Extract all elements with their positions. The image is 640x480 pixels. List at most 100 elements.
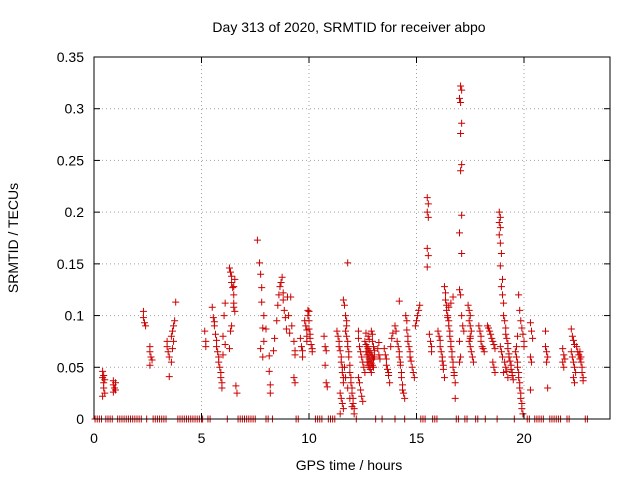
- data-point: [171, 317, 179, 325]
- data-point: [146, 348, 154, 356]
- data-point: [334, 332, 342, 340]
- data-point: [465, 306, 473, 314]
- data-point: [356, 379, 364, 387]
- data-point: [456, 94, 463, 102]
- data-point: [426, 337, 434, 345]
- data-point: [357, 386, 365, 394]
- data-point: [278, 273, 286, 281]
- data-point: [436, 343, 444, 351]
- data-point: [299, 353, 307, 361]
- data-point: [415, 306, 423, 314]
- data-point: [457, 167, 465, 175]
- data-point: [257, 270, 265, 278]
- data-point: [228, 278, 236, 286]
- data-point: [447, 299, 455, 307]
- data-point: [424, 213, 432, 221]
- data-point: [397, 374, 405, 382]
- data-point: [342, 327, 350, 335]
- data-point: [458, 250, 466, 258]
- data-point: [231, 307, 239, 315]
- data-point: [280, 306, 288, 314]
- data-point: [336, 389, 344, 397]
- data-point: [466, 334, 474, 342]
- data-point: [529, 334, 537, 342]
- data-point: [395, 353, 403, 361]
- data-point: [227, 268, 235, 276]
- data-point: [323, 383, 331, 391]
- x-tick-label: 5: [198, 430, 206, 446]
- data-point: [257, 345, 265, 353]
- data-point: [232, 382, 240, 390]
- data-point: [348, 389, 356, 397]
- data-point: [508, 372, 516, 380]
- data-point: [446, 332, 454, 340]
- data-point: [423, 263, 431, 271]
- data-point: [442, 296, 450, 304]
- data-point: [500, 368, 508, 376]
- data-point: [495, 208, 503, 216]
- data-point: [259, 353, 267, 361]
- data-point: [496, 262, 504, 270]
- data-point: [163, 343, 171, 351]
- data-point: [392, 327, 400, 335]
- data-point: [344, 259, 352, 267]
- x-tick-label: 15: [409, 430, 425, 446]
- data-point: [414, 312, 422, 320]
- data-point: [274, 301, 282, 309]
- data-point: [361, 337, 369, 345]
- y-tick-label: 0.05: [57, 359, 84, 375]
- data-point: [307, 341, 315, 349]
- data-point: [488, 334, 496, 342]
- data-point: [339, 379, 347, 387]
- data-point: [202, 343, 210, 351]
- data-point: [340, 301, 348, 309]
- data-point: [340, 363, 348, 371]
- data-point: [406, 353, 414, 361]
- data-point: [468, 353, 476, 361]
- data-point: [512, 343, 520, 351]
- data-point: [388, 334, 396, 342]
- data-point: [518, 324, 526, 332]
- data-point: [290, 337, 298, 345]
- y-tick-label: 0: [76, 411, 84, 427]
- data-point: [139, 314, 147, 322]
- data-point: [350, 410, 358, 418]
- data-point: [344, 343, 352, 351]
- data-point: [543, 358, 551, 366]
- y-tick-labels: 0 0.05 0.1 0.15 0.2 0.25 0.3 0.35: [57, 49, 84, 427]
- data-point: [386, 379, 394, 387]
- data-point: [336, 410, 344, 418]
- data-point: [221, 299, 229, 307]
- data-point: [356, 343, 364, 351]
- data-point: [213, 343, 221, 351]
- data-point: [229, 284, 237, 292]
- data-point: [385, 372, 393, 380]
- data-point: [568, 332, 576, 340]
- data-point: [342, 374, 350, 382]
- data-point: [424, 252, 432, 260]
- data-point: [401, 394, 409, 402]
- data-point: [500, 299, 508, 307]
- data-point: [407, 357, 415, 365]
- data-point: [505, 353, 513, 361]
- data-point: [457, 130, 465, 138]
- data-point: [141, 319, 149, 327]
- data-point: [495, 231, 503, 239]
- data-point: [440, 283, 448, 291]
- data-point: [256, 259, 264, 267]
- data-point: [423, 208, 431, 216]
- data-point: [467, 327, 475, 335]
- data-point: [467, 348, 475, 356]
- data-point: [230, 303, 238, 311]
- data-point: [403, 317, 411, 325]
- y-tick-label: 0.2: [65, 204, 85, 220]
- data-point: [170, 337, 178, 345]
- data-point: [491, 345, 499, 353]
- data-point: [382, 361, 390, 369]
- data-point: [408, 363, 416, 371]
- data-point: [526, 386, 534, 394]
- data-point: [438, 357, 446, 365]
- data-point: [517, 317, 525, 325]
- data-point: [208, 303, 216, 311]
